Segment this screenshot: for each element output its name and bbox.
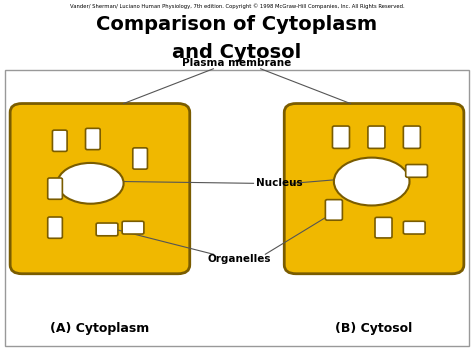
Text: (B) Cytosol: (B) Cytosol [336, 322, 413, 335]
FancyBboxPatch shape [10, 104, 190, 274]
Text: and Cytosol: and Cytosol [173, 43, 301, 62]
FancyBboxPatch shape [403, 221, 425, 234]
FancyBboxPatch shape [332, 126, 349, 148]
FancyBboxPatch shape [122, 221, 144, 234]
FancyBboxPatch shape [284, 104, 464, 274]
Text: Comparison of Cytoplasm: Comparison of Cytoplasm [96, 15, 378, 34]
FancyBboxPatch shape [133, 148, 147, 169]
Ellipse shape [334, 158, 410, 205]
FancyBboxPatch shape [48, 217, 63, 238]
Text: Organelles: Organelles [208, 254, 271, 264]
Text: (A) Cytoplasm: (A) Cytoplasm [50, 322, 150, 335]
FancyBboxPatch shape [85, 129, 100, 150]
FancyBboxPatch shape [5, 70, 469, 346]
Text: Vander/ Sherman/ Luciano Human Physiology, 7th edition. Copyright © 1998 McGraw-: Vander/ Sherman/ Luciano Human Physiolog… [70, 4, 404, 9]
FancyBboxPatch shape [403, 126, 420, 148]
FancyBboxPatch shape [53, 130, 67, 151]
FancyBboxPatch shape [48, 178, 63, 199]
FancyBboxPatch shape [368, 126, 385, 148]
FancyBboxPatch shape [375, 218, 392, 238]
Text: Plasma membrane: Plasma membrane [182, 58, 292, 68]
FancyBboxPatch shape [325, 200, 342, 220]
FancyBboxPatch shape [406, 164, 428, 177]
FancyBboxPatch shape [96, 223, 118, 236]
Text: Nucleus: Nucleus [256, 178, 302, 188]
Ellipse shape [57, 163, 124, 204]
